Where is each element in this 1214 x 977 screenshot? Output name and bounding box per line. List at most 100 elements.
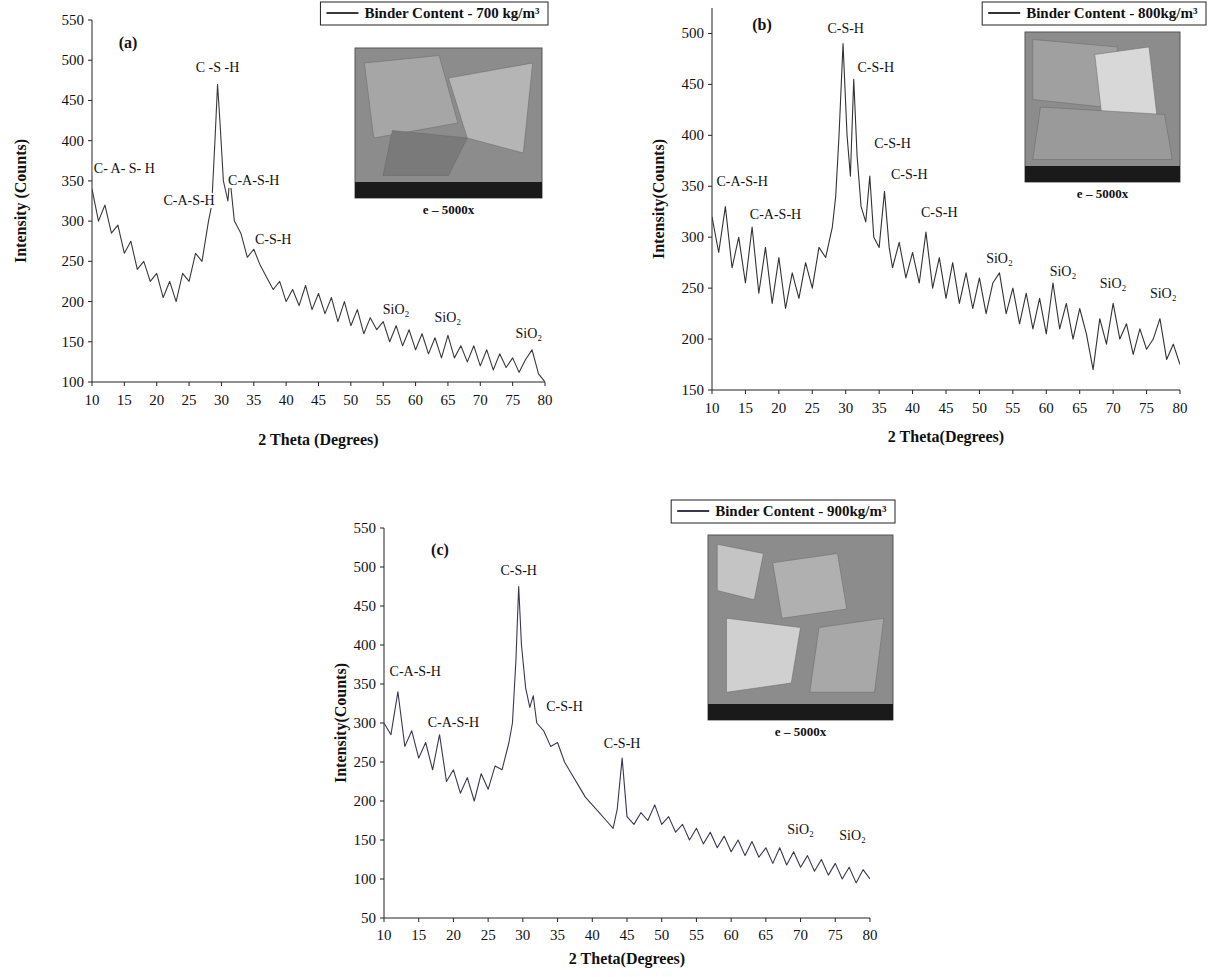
y-tick <box>88 60 92 61</box>
panel: 1001502002503003504004505005501015202530… <box>12 2 553 449</box>
label-patch <box>985 251 1014 266</box>
x-tick <box>383 382 384 386</box>
sem-inset: e – 5000x <box>708 535 893 739</box>
label-patch <box>427 715 480 730</box>
y-tick-label: 250 <box>682 280 705 296</box>
x-tick-label: 75 <box>1139 400 1154 416</box>
x-tick <box>696 918 697 922</box>
label-patch <box>499 563 538 578</box>
x-tick-label: 70 <box>793 927 808 943</box>
y-tick-label: 250 <box>354 754 377 770</box>
x-tick-label: 80 <box>1173 400 1188 416</box>
label-patch <box>545 699 584 714</box>
label-patch <box>838 828 867 843</box>
label-patch <box>93 161 156 176</box>
x-tick <box>627 918 628 922</box>
x-tick-label: 45 <box>311 392 326 408</box>
sem-info-bar <box>1025 166 1180 182</box>
label-patch <box>826 21 865 36</box>
label-patch <box>254 232 293 247</box>
legend-swatch <box>326 12 358 14</box>
x-tick-label: 60 <box>1039 400 1054 416</box>
x-tick <box>1046 390 1047 394</box>
sem-image <box>1025 32 1180 182</box>
peak-label: C-A-S-H <box>163 193 214 208</box>
y-tick-label: 300 <box>682 229 705 245</box>
x-tick-label: 65 <box>1072 400 1087 416</box>
x-tick <box>1012 390 1013 394</box>
y-tick <box>380 879 384 880</box>
label-patch <box>514 326 543 341</box>
x-tick-label: 25 <box>182 392 197 408</box>
y-tick-label: 300 <box>62 213 85 229</box>
x-tick-label: 15 <box>117 392 132 408</box>
x-tick-label: 55 <box>689 927 704 943</box>
peak-label: C-S-H <box>858 60 895 75</box>
x-tick <box>812 390 813 394</box>
y-tick-label: 200 <box>682 331 705 347</box>
peak-label: SiO₂ <box>515 326 542 341</box>
y-tick-label: 500 <box>682 25 705 41</box>
x-tick <box>124 382 125 386</box>
peak-label: C-A-S-H <box>716 174 767 189</box>
x-tick <box>1180 390 1181 394</box>
x-tick <box>545 382 546 386</box>
label-patch <box>434 310 463 325</box>
legend: Binder Content - 800kg/m³ <box>982 2 1206 25</box>
inset-caption: e – 5000x <box>1077 186 1129 201</box>
y-tick <box>88 100 92 101</box>
y-tick-label: 400 <box>354 637 377 653</box>
x-tick-label: 10 <box>377 927 392 943</box>
x-tick <box>253 382 254 386</box>
y-tick <box>380 840 384 841</box>
y-tick-label: 200 <box>62 294 85 310</box>
x-tick <box>845 390 846 394</box>
peak-label: C-A-S-H <box>390 664 441 679</box>
x-tick <box>92 382 93 386</box>
plot-area <box>384 587 870 883</box>
xrd-trace <box>712 44 1180 370</box>
x-tick-label: 50 <box>654 927 669 943</box>
y-tick-label: 500 <box>354 559 377 575</box>
x-tick-label: 30 <box>515 927 530 943</box>
sem-texture <box>364 56 458 139</box>
x-tick-label: 75 <box>828 927 843 943</box>
peak-label: SiO₂ <box>383 302 410 317</box>
y-tick <box>708 135 712 136</box>
legend-swatch <box>677 510 709 512</box>
y-tick-label: 350 <box>354 676 377 692</box>
x-tick <box>447 382 448 386</box>
peak-label: C-S-H <box>921 205 958 220</box>
label-patch <box>162 193 215 208</box>
x-tick-label: 65 <box>440 392 455 408</box>
y-tick-label: 200 <box>354 793 377 809</box>
peak-label: C-S-H <box>546 699 583 714</box>
x-tick-label: 15 <box>738 400 753 416</box>
x-tick <box>800 918 801 922</box>
x-tick-label: 40 <box>905 400 920 416</box>
sem-texture <box>727 618 801 692</box>
sem-inset: e – 5000x <box>1025 32 1180 201</box>
legend-label: Binder Content - 800kg/m³ <box>1026 5 1198 21</box>
x-tick <box>745 390 746 394</box>
x-tick-label: 70 <box>1106 400 1121 416</box>
y-tick-label: 550 <box>62 12 85 28</box>
x-tick <box>661 918 662 922</box>
y-tick <box>380 645 384 646</box>
x-tick <box>765 918 766 922</box>
inset-caption: e – 5000x <box>423 202 475 217</box>
legend: Binder Content - 700 kg/m³ <box>320 2 548 25</box>
y-tick-label: 250 <box>62 253 85 269</box>
x-tick <box>1146 390 1147 394</box>
x-tick <box>318 382 319 386</box>
x-tick-label: 80 <box>538 392 553 408</box>
y-tick <box>708 84 712 85</box>
y-tick <box>88 221 92 222</box>
x-tick-label: 20 <box>771 400 786 416</box>
y-tick-label: 350 <box>682 178 705 194</box>
x-tick-label: 55 <box>376 392 391 408</box>
y-tick-label: 100 <box>62 374 85 390</box>
x-tick-label: 75 <box>505 392 520 408</box>
panel: 1502002503003504004505001015202530354045… <box>650 2 1206 446</box>
peak-label: C-A-S-H <box>228 173 279 188</box>
